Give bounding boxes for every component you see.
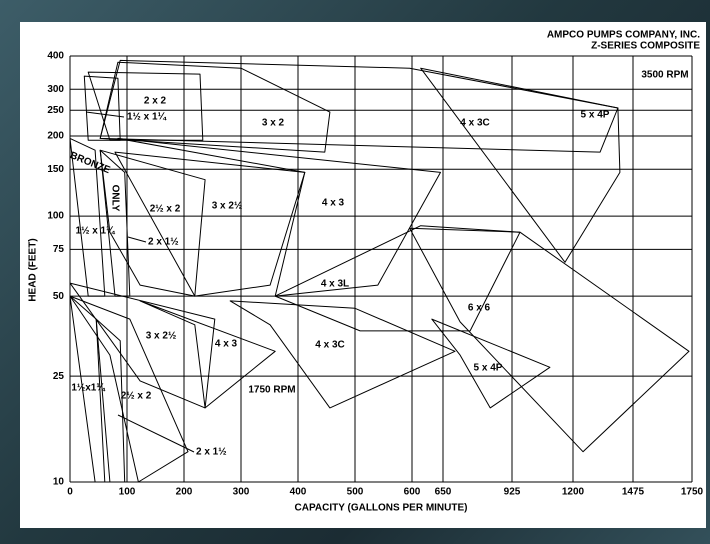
pump-region bbox=[420, 67, 621, 263]
pump-region bbox=[114, 151, 306, 297]
pump-region bbox=[87, 71, 204, 141]
pump-region bbox=[274, 225, 521, 332]
pump-region bbox=[99, 149, 131, 297]
leader-line bbox=[85, 111, 125, 118]
pump-region bbox=[69, 295, 106, 483]
x-tick-label: 0 bbox=[67, 487, 73, 498]
chart-subtitle: Z-SERIES COMPOSITE bbox=[591, 41, 700, 52]
pump-region bbox=[117, 137, 441, 297]
region-label: 3 x 2 bbox=[262, 118, 285, 129]
leader-line bbox=[127, 236, 147, 243]
x-tick-label: 1475 bbox=[622, 487, 645, 498]
x-tick-label: 1750 bbox=[681, 487, 704, 498]
region-label: 5 x 4P bbox=[581, 110, 610, 121]
region-label: 1½x1¼ bbox=[71, 383, 105, 394]
region-label: 4 x 3 bbox=[215, 339, 238, 350]
y-tick-label: 300 bbox=[47, 84, 64, 95]
region-label: 2 x 1½ bbox=[148, 237, 179, 248]
x-tick-label: 300 bbox=[233, 487, 250, 498]
region-label: 1½ x 1¼ bbox=[127, 112, 167, 123]
annotation: ONLY bbox=[109, 185, 120, 212]
y-tick-label: 400 bbox=[47, 51, 64, 62]
region-label: 4 x 3 bbox=[322, 198, 345, 209]
x-tick-label: 400 bbox=[290, 487, 307, 498]
region-label: 5 x 4P bbox=[474, 363, 503, 374]
y-tick-label: 250 bbox=[47, 105, 64, 116]
pump-region bbox=[95, 318, 126, 483]
pump-region bbox=[99, 149, 206, 297]
annotation: 1750 RPM bbox=[248, 385, 295, 396]
pump-region bbox=[229, 300, 456, 409]
region-label: 1½ x 1¼ bbox=[76, 226, 116, 237]
region-label: 2 x 1½ bbox=[196, 447, 227, 458]
pump-region bbox=[139, 300, 276, 409]
x-tick-label: 650 bbox=[435, 487, 452, 498]
y-tick-label: 150 bbox=[47, 164, 64, 175]
region-label: 4 x 3L bbox=[321, 279, 349, 290]
region-label: 4 x 3C bbox=[315, 340, 344, 351]
region-label: 2 x 2 bbox=[144, 96, 167, 107]
y-tick-label: 25 bbox=[53, 371, 65, 382]
x-tick-label: 1200 bbox=[562, 487, 585, 498]
y-tick-label: 100 bbox=[47, 211, 64, 222]
y-axis-title: HEAD (FEET) bbox=[28, 238, 39, 301]
annotation: 3500 RPM bbox=[641, 70, 688, 81]
x-axis-title: CAPACITY (GALLONS PER MINUTE) bbox=[295, 503, 468, 514]
x-tick-label: 925 bbox=[504, 487, 521, 498]
pump-region bbox=[431, 318, 551, 409]
y-tick-label: 200 bbox=[47, 131, 64, 142]
region-label: 2½ x 2 bbox=[150, 204, 181, 215]
pump-region bbox=[409, 227, 690, 453]
region-label: 4 x 3C bbox=[460, 118, 489, 129]
y-tick-label: 50 bbox=[53, 291, 65, 302]
x-tick-label: 500 bbox=[347, 487, 364, 498]
chart-title: AMPCO PUMPS COMPANY, INC. bbox=[547, 30, 700, 41]
region-label: 3 x 2½ bbox=[146, 331, 177, 342]
region-label: 6 x 6 bbox=[468, 303, 491, 314]
x-tick-label: 600 bbox=[404, 487, 421, 498]
y-tick-label: 75 bbox=[53, 244, 65, 255]
region-label: 3 x 2½ bbox=[212, 201, 243, 212]
pump-region bbox=[99, 59, 619, 153]
chart-panel bbox=[20, 22, 706, 528]
region-label: 2½ x 2 bbox=[121, 391, 152, 402]
x-tick-label: 100 bbox=[119, 487, 136, 498]
leader-line bbox=[117, 414, 195, 453]
pump-region bbox=[69, 295, 189, 483]
x-tick-label: 200 bbox=[176, 487, 193, 498]
pump-region bbox=[69, 137, 106, 297]
y-tick-label: 10 bbox=[53, 477, 65, 488]
